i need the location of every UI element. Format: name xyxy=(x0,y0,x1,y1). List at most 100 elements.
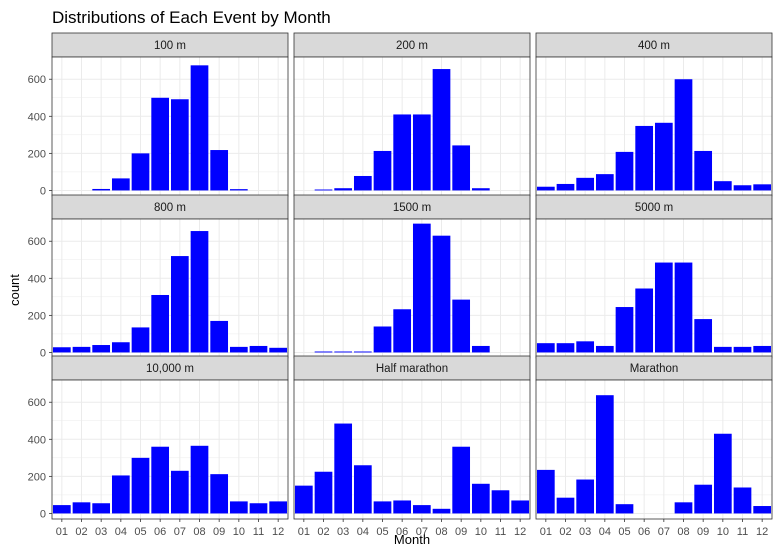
y-axis-title: count xyxy=(7,274,22,306)
bar xyxy=(753,506,772,514)
facet-strip xyxy=(535,194,773,220)
bar xyxy=(511,500,530,514)
x-tick-label: 11 xyxy=(253,526,264,538)
y-tick-label: 200 xyxy=(28,148,46,160)
bar xyxy=(151,446,170,514)
bar xyxy=(694,150,713,191)
facet-strip xyxy=(535,32,773,58)
facet-strip xyxy=(51,194,289,220)
x-tick-label: 09 xyxy=(697,526,709,538)
x-tick-label: 08 xyxy=(435,526,447,538)
bar xyxy=(170,256,189,353)
x-tick-label: 01 xyxy=(540,526,552,538)
panel-background xyxy=(52,57,288,196)
bar xyxy=(674,262,693,353)
bar xyxy=(269,501,288,514)
bar xyxy=(131,457,150,514)
facet-panel: 5000 m xyxy=(535,194,773,359)
bar xyxy=(151,294,170,353)
bar xyxy=(635,125,654,191)
bar xyxy=(412,223,431,353)
x-tick-label: 01 xyxy=(56,526,68,538)
facet-label: Half marathon xyxy=(376,363,448,375)
facet-label: 5000 m xyxy=(635,202,673,214)
facet-label: Marathon xyxy=(630,363,679,375)
panel-background xyxy=(294,57,530,196)
x-tick-label: 07 xyxy=(658,526,670,538)
bar xyxy=(556,183,575,191)
bar xyxy=(536,186,555,191)
y-tick-label: 600 xyxy=(28,74,46,86)
x-tick-label: 06 xyxy=(638,526,650,538)
bar xyxy=(111,475,130,514)
bar xyxy=(713,181,732,191)
chart-title: Distributions of Each Event by Month xyxy=(52,8,331,27)
y-tick-label: 0 xyxy=(40,347,46,359)
bar xyxy=(353,465,372,514)
bar xyxy=(314,189,333,191)
bar xyxy=(314,471,333,514)
x-tick-label: 04 xyxy=(115,526,127,538)
panel-background xyxy=(52,219,288,358)
y-tick-label: 600 xyxy=(28,236,46,248)
bar xyxy=(190,445,209,514)
panel-border xyxy=(51,379,289,520)
x-axis-title: Month xyxy=(394,532,430,547)
facet-panel: 10,000 m xyxy=(51,355,289,520)
bar xyxy=(733,346,752,353)
bar xyxy=(432,508,451,514)
panel-background xyxy=(294,219,530,358)
x-tick-label: 08 xyxy=(677,526,689,538)
x-tick-label: 11 xyxy=(495,526,506,538)
x-axis-ticks: 01 02 03 04 05 06 07 08 09 10 11 12 01 02 03 04 05 06 07 08… xyxy=(56,519,768,538)
bar xyxy=(334,423,353,514)
bar xyxy=(595,395,614,514)
panel-background xyxy=(536,380,772,519)
bar xyxy=(334,351,353,353)
bar xyxy=(131,153,150,191)
bar xyxy=(615,307,634,353)
x-tick-label: 12 xyxy=(272,526,284,538)
bar xyxy=(353,175,372,191)
bar xyxy=(52,347,71,353)
bar xyxy=(635,288,654,353)
bar xyxy=(452,145,471,191)
panel-background xyxy=(52,380,288,519)
facet-panel: Marathon xyxy=(535,355,773,520)
x-tick-label: 12 xyxy=(514,526,526,538)
x-tick-label: 02 xyxy=(75,526,87,538)
x-tick-label: 10 xyxy=(475,526,487,538)
x-tick-label: 09 xyxy=(455,526,467,538)
bar xyxy=(170,470,189,514)
bar xyxy=(373,326,392,353)
bar xyxy=(92,503,111,514)
facet-strip xyxy=(293,355,531,381)
x-tick-label: 10 xyxy=(233,526,245,538)
bar xyxy=(249,503,268,514)
bar xyxy=(190,65,209,191)
x-tick-label: 07 xyxy=(174,526,186,538)
y-tick-label: 400 xyxy=(28,434,46,446)
bar xyxy=(92,345,111,353)
bar xyxy=(595,345,614,353)
facet-panel: 200 m xyxy=(293,32,531,197)
bar xyxy=(229,501,248,514)
bar xyxy=(615,151,634,191)
x-tick-label: 02 xyxy=(317,526,329,538)
bar xyxy=(229,346,248,353)
facet-label: 1500 m xyxy=(393,202,431,214)
x-tick-label: 05 xyxy=(134,526,146,538)
bar xyxy=(111,178,130,191)
bar xyxy=(654,262,673,353)
bar xyxy=(713,346,732,353)
bar xyxy=(190,231,209,353)
bar xyxy=(576,177,595,191)
bar xyxy=(229,189,248,191)
x-tick-label: 06 xyxy=(396,526,408,538)
bar xyxy=(72,502,91,514)
y-tick-label: 200 xyxy=(28,310,46,322)
bar xyxy=(432,235,451,353)
x-tick-label: 12 xyxy=(756,526,768,538)
facet-panel: 400 m xyxy=(535,32,773,197)
bar xyxy=(170,99,189,191)
